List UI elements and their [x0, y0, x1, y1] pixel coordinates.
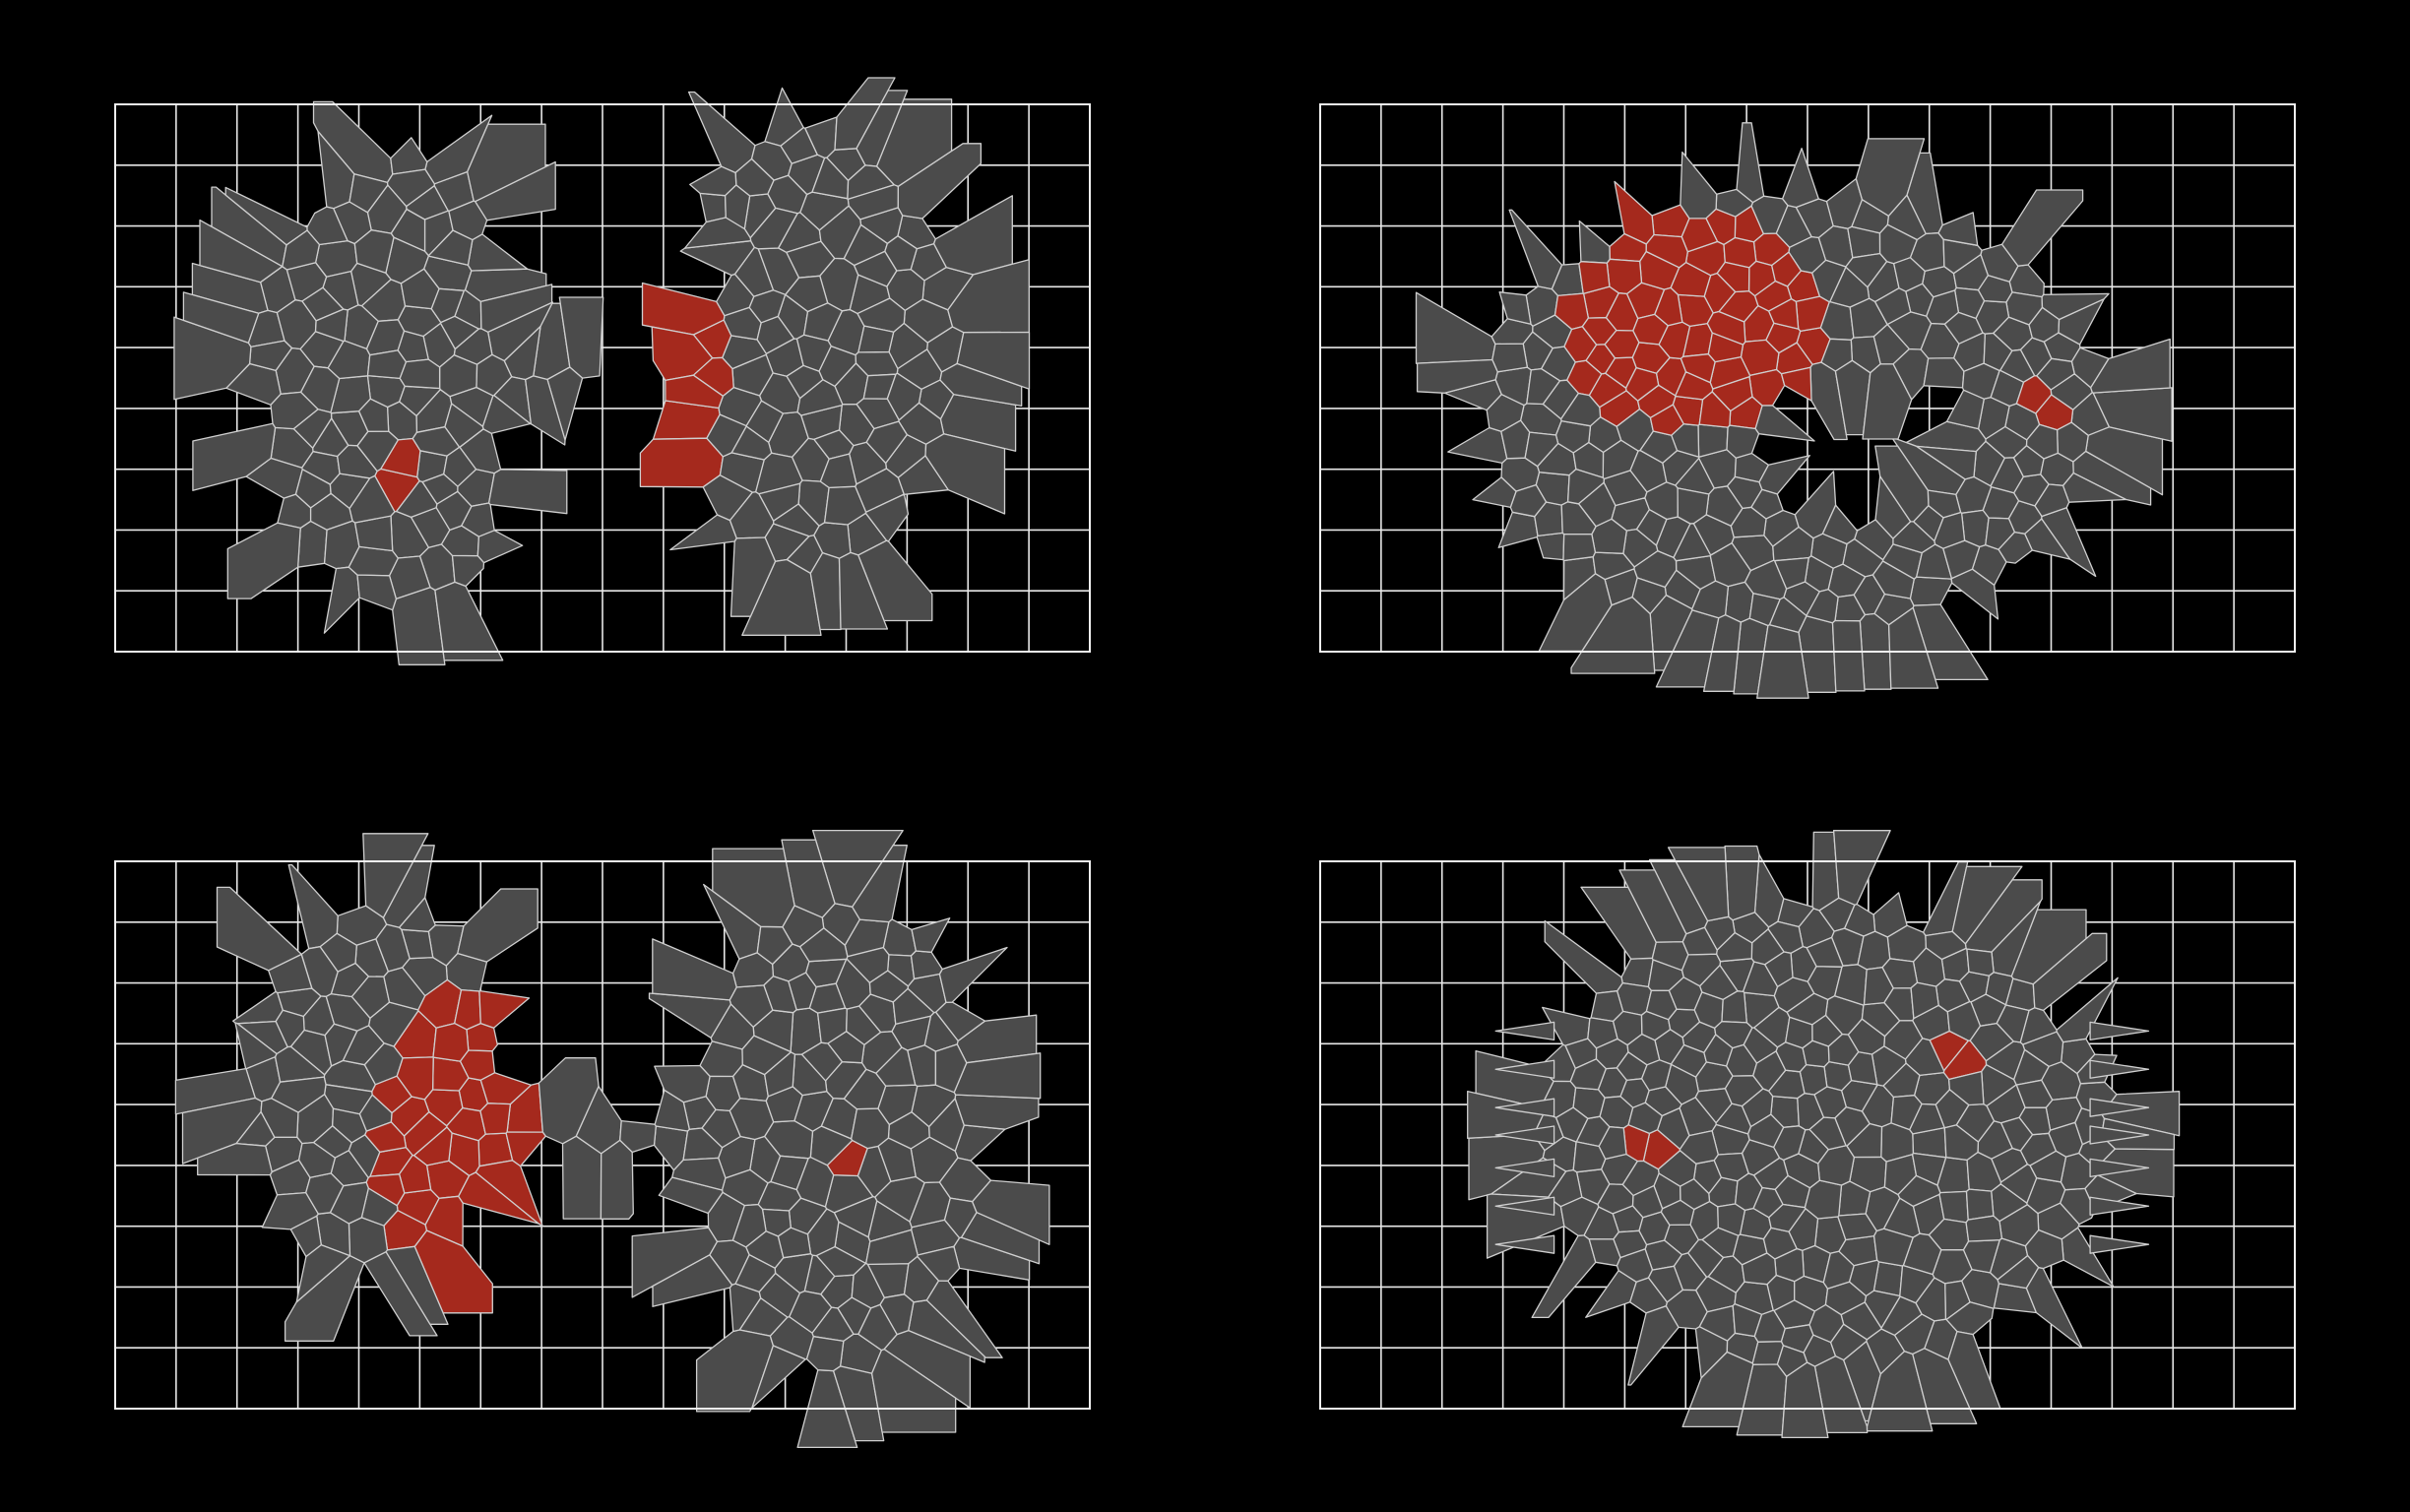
mesh-cell: [400, 359, 439, 388]
highlighted-cell: [640, 438, 723, 487]
mesh-cell: [601, 1140, 633, 1219]
mesh-cell: [1833, 621, 1866, 691]
highlighted-cell: [480, 1103, 511, 1134]
mesh-cell: [1939, 1191, 1968, 1223]
mesh-cell: [1725, 847, 1759, 920]
mesh-cell: [1967, 949, 1994, 976]
mesh-cell: [1924, 358, 1964, 388]
mesh-cell: [1591, 991, 1623, 1022]
mesh-cell: [1803, 1040, 1829, 1066]
highlighted-cell: [433, 1024, 469, 1062]
mesh-cell: [1967, 1189, 1994, 1220]
mesh-cell: [1492, 344, 1528, 372]
mesh-cell: [1563, 535, 1595, 561]
mesh-cell: [1966, 1216, 2001, 1241]
